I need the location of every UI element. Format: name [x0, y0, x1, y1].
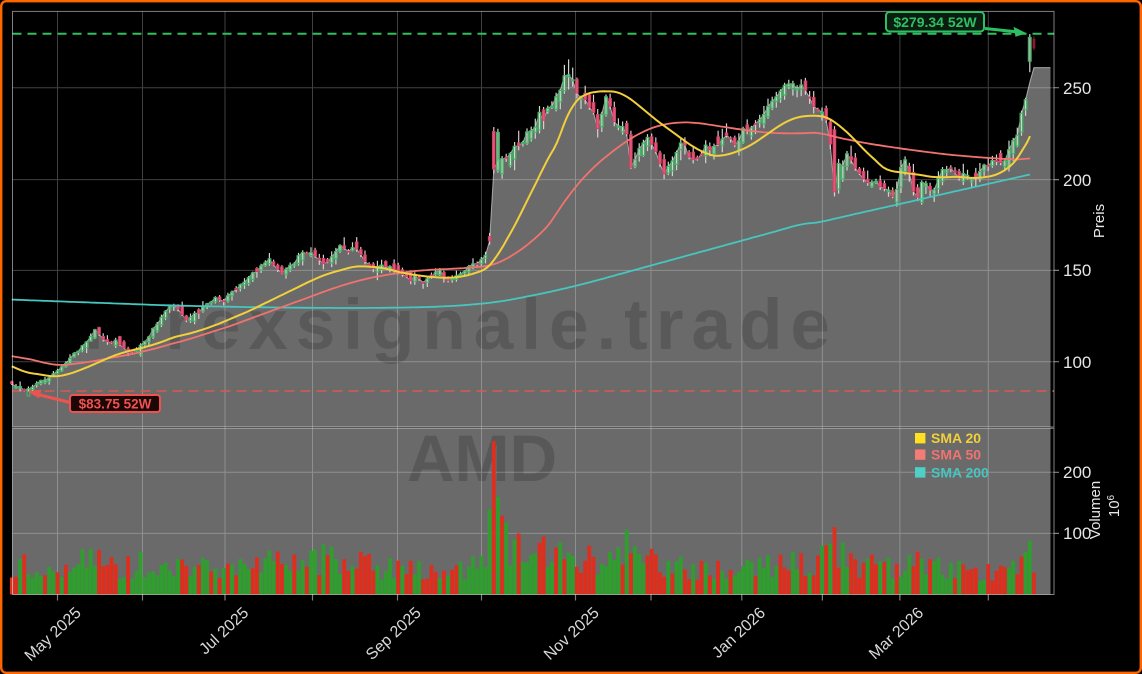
svg-text:Preis: Preis	[1091, 204, 1108, 238]
svg-text:SMA 50: SMA 50	[931, 447, 981, 463]
svg-text:100: 100	[1063, 524, 1091, 543]
svg-text:$83.75 52W: $83.75 52W	[79, 397, 152, 412]
svg-text:$279.34 52W: $279.34 52W	[893, 14, 977, 30]
svg-text:Volumen: Volumen	[1087, 481, 1104, 539]
svg-text:forexsignale.trade: forexsignale.trade	[82, 286, 838, 365]
svg-text:200: 200	[1063, 463, 1091, 482]
svg-text:200: 200	[1063, 171, 1091, 190]
svg-text:100: 100	[1063, 353, 1091, 372]
svg-text:SMA 200: SMA 200	[931, 464, 989, 480]
svg-text:250: 250	[1063, 79, 1091, 98]
svg-text:150: 150	[1063, 261, 1091, 280]
svg-text:AMD: AMD	[407, 421, 557, 495]
svg-text:SMA 20: SMA 20	[931, 430, 981, 446]
